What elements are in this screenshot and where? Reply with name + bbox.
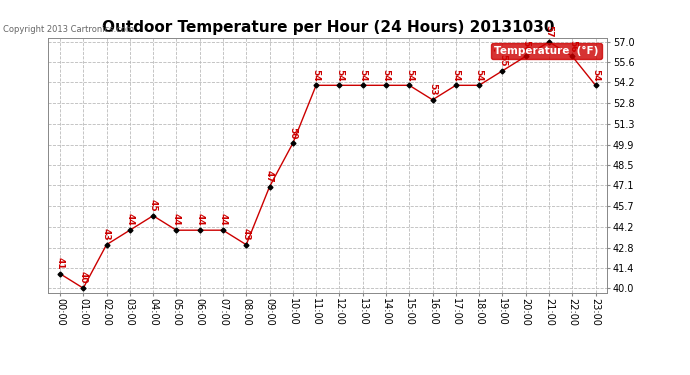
Text: Copyright 2013 Cartronics.com: Copyright 2013 Cartronics.com (3, 25, 135, 34)
Text: 54: 54 (451, 69, 460, 81)
Text: 50: 50 (288, 127, 297, 139)
Text: 54: 54 (382, 69, 391, 81)
Text: 44: 44 (126, 213, 135, 226)
Text: 54: 54 (358, 69, 367, 81)
Text: 44: 44 (219, 213, 228, 226)
Legend: Temperature  (°F): Temperature (°F) (491, 43, 602, 59)
Text: 41: 41 (55, 257, 64, 270)
Text: 54: 54 (405, 69, 414, 81)
Text: 54: 54 (591, 69, 600, 81)
Text: 54: 54 (335, 69, 344, 81)
Text: 57: 57 (544, 25, 553, 38)
Title: Outdoor Temperature per Hour (24 Hours) 20131030: Outdoor Temperature per Hour (24 Hours) … (101, 20, 554, 35)
Text: 54: 54 (312, 69, 321, 81)
Text: 47: 47 (265, 170, 274, 183)
Text: 45: 45 (148, 199, 157, 211)
Text: 53: 53 (428, 83, 437, 96)
Text: 44: 44 (195, 213, 204, 226)
Text: 40: 40 (79, 272, 88, 284)
Text: 55: 55 (498, 54, 507, 67)
Text: 56: 56 (521, 40, 530, 52)
Text: 43: 43 (102, 228, 111, 240)
Text: 54: 54 (475, 69, 484, 81)
Text: 56: 56 (568, 40, 577, 52)
Text: 43: 43 (241, 228, 250, 240)
Text: 44: 44 (172, 213, 181, 226)
